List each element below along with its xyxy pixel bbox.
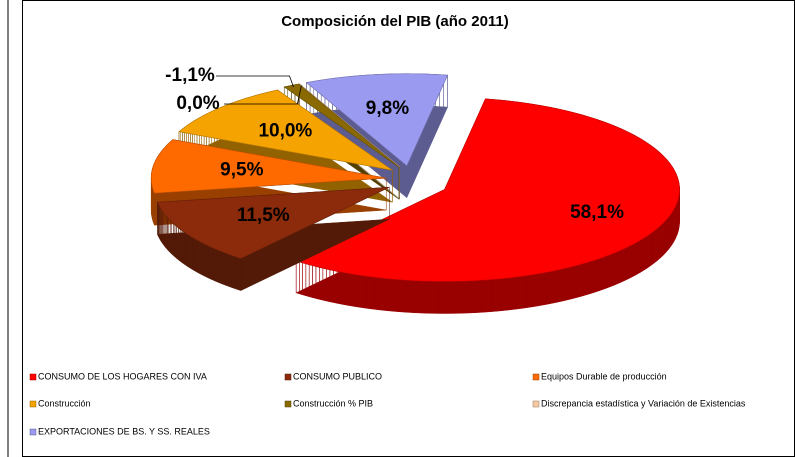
data-label: 9,8%: [366, 98, 409, 119]
legend-label: Discrepancia estadística y Variación de …: [541, 398, 746, 408]
chart-title: Composición del PIB (año 2011): [281, 13, 509, 30]
data-label: 9,5%: [220, 159, 263, 180]
legend-swatch: [29, 373, 37, 381]
slice: [150, 139, 387, 194]
slice: [178, 89, 393, 171]
legend-label: Construcción % PIB: [293, 398, 373, 408]
slice: [283, 83, 400, 168]
legend-swatch: [284, 373, 292, 381]
legend-label: CONSUMO DE LOS HOGARES CON IVA: [38, 371, 207, 381]
data-label: 58,1%: [570, 202, 624, 223]
legend-swatch: [29, 400, 37, 408]
data-label: 11,5%: [237, 205, 290, 226]
legend-label: EXPORTACIONES DE BS. Y SS. REALES: [38, 426, 210, 436]
legend-swatch: [532, 400, 540, 408]
slice: [156, 186, 390, 259]
leader-line: [216, 75, 294, 88]
legend-label: CONSUMO PUBLICO: [293, 371, 382, 381]
data-label: -1,1%: [165, 65, 215, 86]
legend: CONSUMO DE LOS HOGARES CON IVA CONSUMO PU…: [29, 371, 746, 436]
data-label: 0,0%: [176, 93, 219, 114]
pie: 58,1% 11,5% 9,5% 10,0% -1,1% 0,0% 9,8%: [150, 65, 680, 314]
data-label: 10,0%: [258, 121, 312, 142]
slice: [295, 98, 680, 282]
leader-line: [224, 85, 302, 105]
legend-label: Construcción: [38, 398, 91, 408]
legend-swatch: [29, 428, 37, 436]
legend-label: Equipos Durable de producción: [541, 371, 667, 381]
slice: [305, 73, 449, 167]
legend-swatch: [284, 400, 292, 408]
legend-swatch: [532, 373, 540, 381]
